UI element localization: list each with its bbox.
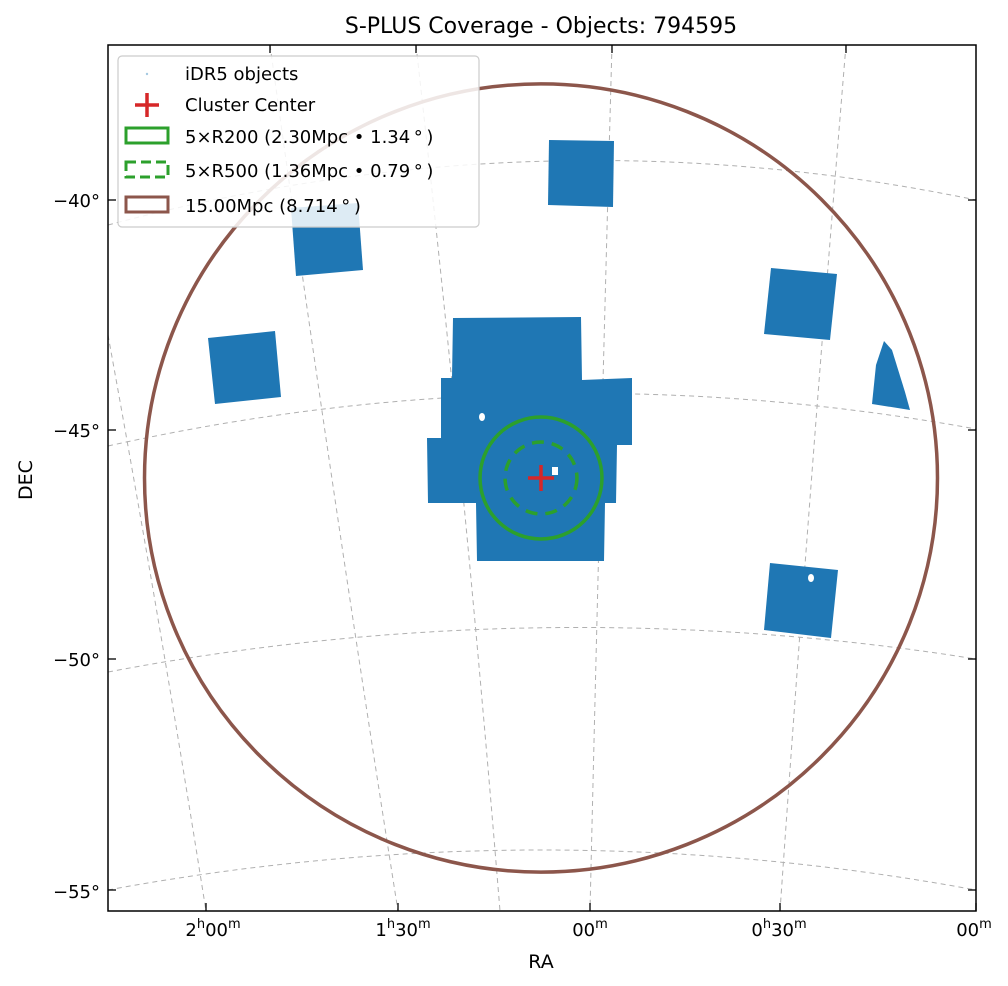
- legend-item-r200: 5×R200 (2.30Mpc • 1.34 ° ): [124, 126, 433, 148]
- footprint-gap: [479, 413, 485, 421]
- axis-ticks: [108, 45, 977, 911]
- legend-label: iDR5 objects: [185, 64, 298, 85]
- dec-tick-label: −40°: [53, 191, 100, 212]
- cluster-center-marker: [528, 465, 554, 491]
- legend-r500-swatch: [124, 160, 170, 179]
- x-axis-label: RA: [528, 951, 553, 973]
- dec-tick-label: −45°: [53, 421, 100, 442]
- grid-dec-50: [108, 626, 976, 673]
- legend-outer-swatch: [124, 195, 170, 214]
- dec-tick-label: −55°: [53, 882, 100, 903]
- legend: iDR5 objects Cluster Center 5×R200 (2.30…: [117, 55, 480, 228]
- footprint-gap: [552, 467, 558, 475]
- circle-5xr500: [503, 440, 579, 516]
- footprint-tile: [427, 317, 632, 561]
- footprint-gap: [808, 574, 814, 582]
- legend-item-r500: 5×R500 (1.36Mpc • 0.79 ° ): [124, 160, 433, 182]
- legend-label: Cluster Center: [185, 95, 316, 116]
- survey-footprint: [208, 140, 910, 638]
- ra-tick-label: 0h30m: [751, 917, 806, 941]
- cluster-center-cross: [528, 465, 554, 491]
- legend-item-center: Cluster Center: [135, 93, 316, 117]
- plot-frame: [107, 44, 977, 912]
- legend-center-marker: [135, 93, 159, 117]
- ra-tick-label: 00m: [956, 917, 992, 941]
- legend-objects-marker: [145, 72, 149, 76]
- ra-tick-label: 2h00m: [185, 917, 240, 941]
- footprint-tile: [208, 331, 281, 404]
- ra-tick-label: 1h30m: [375, 917, 430, 941]
- circle-5xr200: [478, 415, 604, 541]
- grid-dec-45: [108, 392, 976, 447]
- grid-ra-2h00: [108, 334, 207, 911]
- footprint-tile: [872, 341, 910, 410]
- legend-item-outer: 15.00Mpc (8.714 ° ): [124, 195, 361, 217]
- ra-tick-label: 00m: [572, 917, 608, 941]
- legend-label: 5×R200 (2.30Mpc • 1.34 ° ): [185, 127, 433, 148]
- legend-label: 15.00Mpc (8.714 ° ): [185, 196, 361, 217]
- legend-r200-swatch: [124, 126, 170, 145]
- plot-area: [108, 45, 976, 911]
- footprint-tile: [764, 563, 838, 638]
- dec-tick-label: −50°: [53, 650, 100, 671]
- legend-item-objects: iDR5 objects: [145, 64, 298, 85]
- chart-title: S-PLUS Coverage - Objects: 794595: [345, 14, 737, 39]
- y-axis-label: DEC: [15, 460, 37, 500]
- circle-15mpc: [142, 82, 940, 874]
- legend-label: 5×R500 (1.36Mpc • 0.79 ° ): [185, 161, 433, 182]
- grid-dec-55: [108, 849, 976, 891]
- legend-box: [117, 55, 480, 228]
- footprint-tile: [548, 140, 614, 207]
- footprint-tile: [764, 268, 837, 340]
- grid-ra-0h30: [779, 45, 847, 911]
